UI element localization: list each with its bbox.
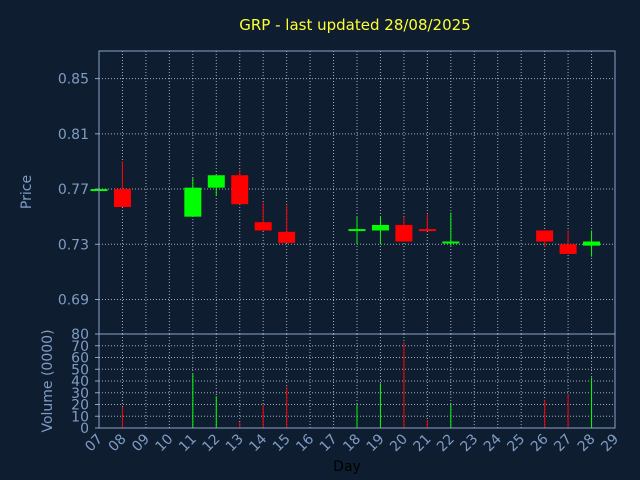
candle-body — [583, 241, 601, 246]
candle-body — [559, 244, 577, 254]
volume-tick-label: 30 — [71, 386, 89, 402]
price-tick-label: 0.73 — [58, 237, 89, 253]
volume-axis-label: Volume (0000) — [40, 329, 56, 432]
volume-tick-label: 50 — [71, 362, 89, 378]
x-tick-label: 12 — [199, 431, 223, 455]
volume-bars — [121, 342, 593, 428]
candle-body — [278, 231, 296, 243]
volume-tick-label: 60 — [71, 351, 89, 367]
volume-tick-label: 70 — [71, 339, 89, 355]
candle-body — [371, 224, 389, 231]
volume-tick-label: 40 — [71, 374, 89, 390]
price-tick-label: 0.77 — [58, 182, 89, 198]
price-axis-label: Price — [19, 175, 35, 209]
candle-body — [442, 241, 460, 244]
x-tick-label: 26 — [528, 431, 552, 455]
x-tick-label: 13 — [223, 431, 247, 455]
volume-tick-label: 80 — [71, 327, 89, 343]
x-tick-label: 20 — [387, 431, 411, 455]
x-tick-label: 17 — [317, 431, 341, 455]
x-tick-label: 21 — [411, 431, 435, 455]
volume-tick-label: 0 — [80, 421, 89, 437]
x-tick-label: 23 — [457, 431, 481, 455]
x-tick-label: 11 — [176, 431, 200, 455]
candle-body — [231, 175, 249, 205]
x-tick-label: 27 — [551, 431, 575, 455]
price-tick-label: 0.85 — [58, 72, 89, 88]
candle-body — [184, 187, 202, 217]
x-tick-label: 18 — [340, 431, 364, 455]
x-tick-label: 10 — [153, 431, 177, 455]
price-candles — [90, 161, 601, 257]
x-tick-label: 14 — [246, 431, 270, 455]
candle-body — [418, 229, 436, 232]
x-tick-label: 29 — [598, 431, 622, 455]
chart-title: GRP - last updated 28/08/2025 — [239, 16, 470, 34]
x-tick-label: 08 — [106, 431, 130, 455]
x-tick-label: 19 — [364, 431, 388, 455]
price-grid — [98, 51, 616, 334]
candle-body — [348, 229, 366, 232]
candle-body — [207, 175, 225, 188]
x-tick-label: 22 — [434, 431, 458, 455]
axis-ticks: 07 08 09 10 11 12 13 14 15 16 17 18 19 20 21 22 23 24 25 26… — [58, 72, 622, 456]
price-tick-label: 0.81 — [58, 127, 89, 143]
volume-tick-label: 10 — [71, 409, 89, 425]
volume-tick-label: 20 — [71, 398, 89, 414]
x-tick-label: 15 — [270, 431, 294, 455]
volume-panel-frame — [98, 333, 616, 429]
x-tick-label: 24 — [481, 431, 505, 455]
x-tick-label: 28 — [575, 431, 599, 455]
candle-body — [536, 230, 554, 242]
price-tick-label: 0.69 — [58, 292, 89, 308]
x-tick-label: 16 — [293, 431, 317, 455]
candle-body — [395, 224, 413, 242]
candle-body — [254, 222, 272, 231]
x-tick-label: 25 — [504, 431, 528, 455]
x-axis-label: Day — [333, 459, 361, 475]
candle-body — [113, 189, 131, 207]
x-tick-label: 09 — [129, 431, 153, 455]
